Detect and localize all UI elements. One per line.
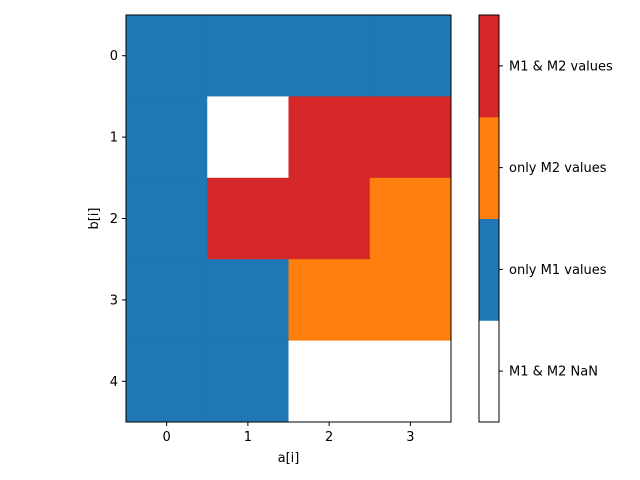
colorbar-ticks: M1 & M2 NaN only M1 values only M2 values M… <box>499 59 613 380</box>
heatmap-cell-r3-c0 <box>126 259 208 342</box>
colorbar-tick-label: only M2 values <box>509 161 607 176</box>
colorbar-tick-label: M1 & M2 values <box>509 59 613 74</box>
heatmap-cells <box>126 15 452 423</box>
heatmap-cell-r0-c2 <box>288 15 371 97</box>
y-axis-ticks: 0 1 2 3 4 <box>110 49 126 390</box>
y-axis-label: b[i] <box>87 207 102 229</box>
heatmap-cell-r1-c2 <box>288 96 371 179</box>
colorbar <box>479 15 499 423</box>
x-tick-label: 0 <box>162 430 170 445</box>
y-tick-label: 3 <box>110 293 118 308</box>
heatmap-cell-r4-c3 <box>369 340 452 423</box>
heatmap-cell-r3-c1 <box>207 259 289 342</box>
heatmap-cell-r4-c0 <box>126 340 208 423</box>
heatmap-cell-r4-c2 <box>288 340 371 423</box>
colorbar-tick-label: M1 & M2 NaN <box>509 365 598 380</box>
heatmap-cell-r2-c2 <box>288 177 371 260</box>
x-tick-label: 2 <box>325 430 333 445</box>
x-axis-ticks: 0 1 2 3 <box>162 422 415 445</box>
colorbar-segment <box>479 320 499 423</box>
heatmap-cell-r1-c1 <box>207 96 289 179</box>
colorbar-frame <box>478 14 500 423</box>
heatmap-cell-r2-c3 <box>369 177 452 260</box>
y-tick-label: 0 <box>110 49 118 64</box>
heatmap-cell-r0-c1 <box>207 15 289 97</box>
heatmap-cell-r1-c3 <box>369 96 452 179</box>
x-tick-label: 1 <box>244 430 252 445</box>
heatmap-cell-r1-c0 <box>126 96 208 179</box>
x-axis-label: a[i] <box>278 451 300 466</box>
heatmap-cell-r2-c0 <box>126 177 208 260</box>
colorbar-tick-label: only M1 values <box>509 263 607 278</box>
heatmap-cell-r3-c3 <box>369 259 452 342</box>
x-tick-label: 3 <box>406 430 414 445</box>
y-tick-label: 1 <box>110 131 118 146</box>
heatmap-cell-r0-c0 <box>126 15 208 97</box>
colorbar-segment <box>479 15 499 118</box>
y-tick-label: 4 <box>110 375 118 390</box>
heatmap-cell-r2-c1 <box>207 177 289 260</box>
y-tick-label: 2 <box>110 212 118 227</box>
colorbar-segment <box>479 116 499 219</box>
heatmap-cell-r4-c1 <box>207 340 289 423</box>
heatmap-cell-r0-c3 <box>369 15 452 97</box>
colorbar-segment <box>479 218 499 321</box>
heatmap-cell-r3-c2 <box>288 259 371 342</box>
